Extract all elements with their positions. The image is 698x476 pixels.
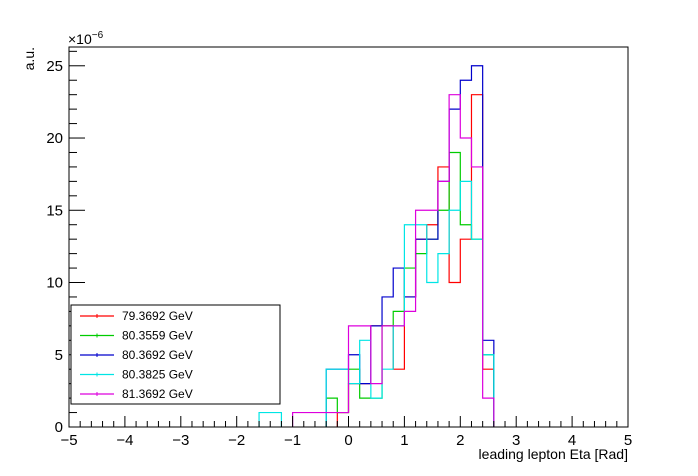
y-axis-exponent: ×10−6 (68, 30, 104, 47)
x-tick-label: −1 (284, 432, 301, 449)
series-layer (258, 65, 495, 427)
legend-label-2: 80.3559 GeV (122, 329, 193, 343)
y-tick-label: 10 (46, 275, 63, 292)
y-tick-label: 20 (46, 130, 63, 147)
series-line-3 (325, 65, 495, 427)
series-line-4 (258, 180, 495, 427)
x-tick-label: 2 (456, 432, 464, 449)
y-tick-label: 0 (55, 419, 63, 436)
legend-label-5: 81.3692 GeV (122, 387, 193, 401)
legend-label-4: 80.3825 GeV (122, 368, 193, 382)
x-tick-label: 4 (568, 432, 576, 449)
y-axis-title: a.u. (21, 47, 37, 70)
x-axis-title: leading lepton Eta [Rad] (479, 446, 628, 462)
legend: 79.3692 GeV 80.3559 GeV 80.3692 GeV 80.3825… (70, 304, 281, 405)
axes-layer: −5 −4 −3 −2 −1 0 1 2 3 4 5 0 5 10 15 20 25 (46, 50, 632, 449)
x-tick-label: −3 (172, 432, 189, 449)
legend-entries: 79.3692 GeV 80.3559 GeV 80.3692 GeV 80.3825… (80, 309, 193, 401)
x-tick-label: 5 (624, 432, 632, 449)
y-tick-label: 5 (55, 347, 63, 364)
y-tick-label: 25 (46, 58, 63, 75)
x-tick-label: −5 (60, 432, 77, 449)
y-tick-label: 15 (46, 202, 63, 219)
legend-label-1: 79.3692 GeV (122, 309, 193, 323)
series-line-5 (292, 94, 495, 427)
x-tick-label: 1 (400, 432, 408, 449)
x-tick-label: 0 (344, 432, 352, 449)
x-tick-label: −2 (228, 432, 245, 449)
x-tick-label: 3 (512, 432, 520, 449)
legend-label-3: 80.3692 GeV (122, 348, 193, 362)
x-tick-label: −4 (116, 432, 133, 449)
